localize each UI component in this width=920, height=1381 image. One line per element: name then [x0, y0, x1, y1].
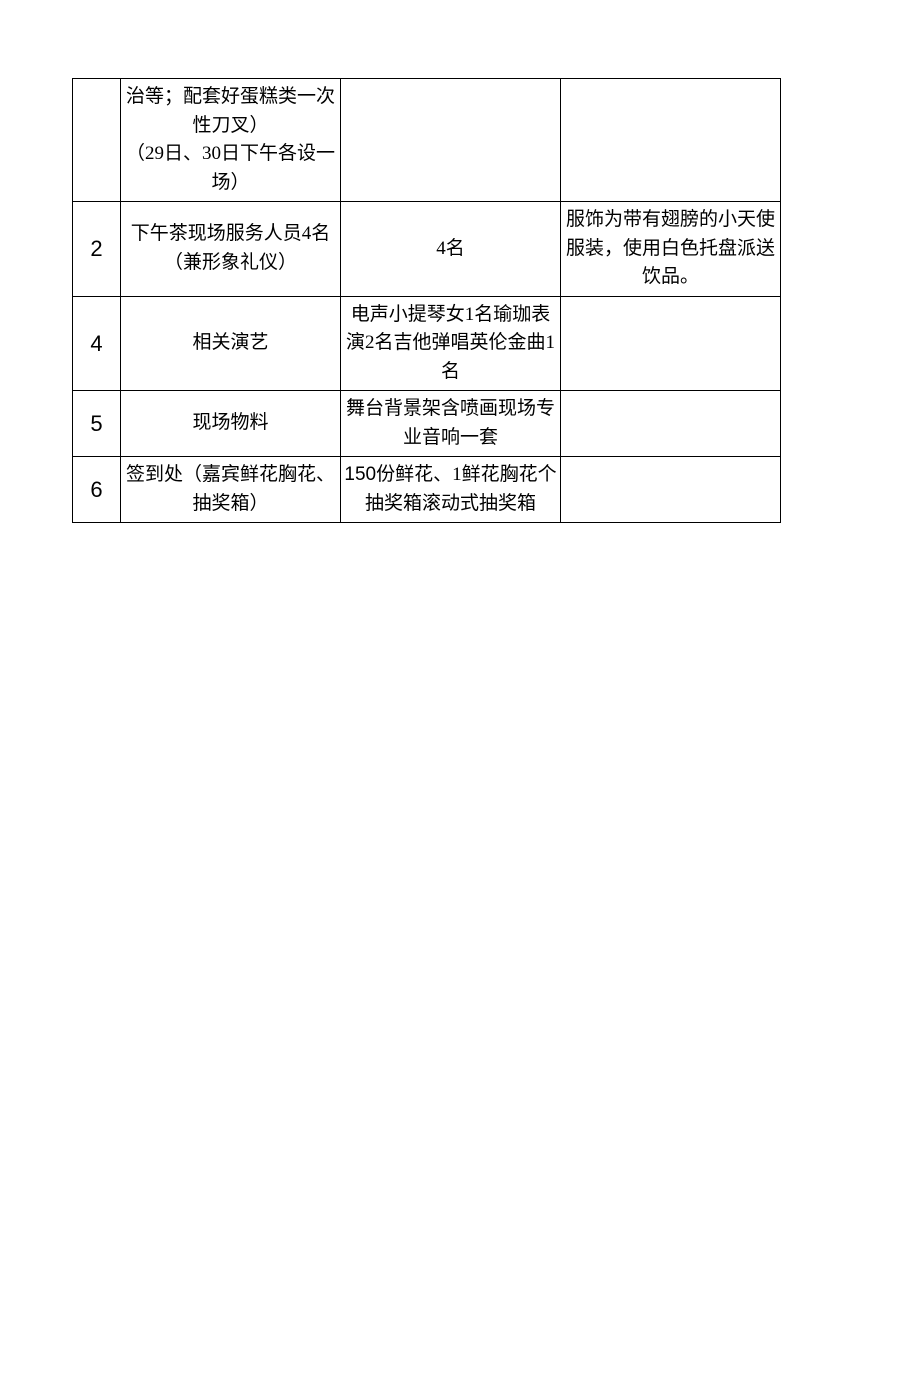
items-table: 治等；配套好蛋糕类一次性刀叉） （29日、30日下午各设一场） 2 下午茶现场服… [72, 78, 781, 523]
desc-line: （29日、30日下午各设一场） [123, 140, 338, 197]
row-description: 现场物料 [121, 391, 341, 457]
table-row: 4 相关演艺 电声小提琴女1名瑜珈表演2名吉他弹唱英伦金曲1名 [73, 296, 781, 391]
row-spec: 舞台背景架含喷画现场专业音响一套 [341, 391, 561, 457]
row-description: 治等；配套好蛋糕类一次性刀叉） （29日、30日下午各设一场） [121, 79, 341, 202]
desc-line: 治等；配套好蛋糕类一次性刀叉） [123, 83, 338, 140]
desc-line: 相关演艺 [123, 329, 338, 358]
table-row: 5 现场物料 舞台背景架含喷画现场专业音响一套 [73, 391, 781, 457]
row-index: 6 [73, 457, 121, 523]
row-index: 2 [73, 202, 121, 297]
row-spec-text: 份鲜花、1鲜花胸花个抽奖箱滚动式抽奖箱 [365, 464, 557, 514]
row-note [561, 296, 781, 391]
row-description: 签到处（嘉宾鲜花胸花、抽奖箱） [121, 457, 341, 523]
row-spec: 150份鲜花、1鲜花胸花个抽奖箱滚动式抽奖箱 [341, 457, 561, 523]
row-index: 5 [73, 391, 121, 457]
row-index [73, 79, 121, 202]
row-spec: 4名 [341, 202, 561, 297]
desc-line: 下午茶现场服务人员4名 [123, 220, 338, 249]
table-row: 治等；配套好蛋糕类一次性刀叉） （29日、30日下午各设一场） [73, 79, 781, 202]
table-row: 2 下午茶现场服务人员4名 （兼形象礼仪） 4名 服饰为带有翅膀的小天使服装，使… [73, 202, 781, 297]
row-note [561, 79, 781, 202]
desc-line: （兼形象礼仪） [123, 249, 338, 278]
desc-line: 现场物料 [123, 409, 338, 438]
row-spec [341, 79, 561, 202]
row-note [561, 391, 781, 457]
row-description: 相关演艺 [121, 296, 341, 391]
row-description: 下午茶现场服务人员4名 （兼形象礼仪） [121, 202, 341, 297]
row-note: 服饰为带有翅膀的小天使服装，使用白色托盘派送饮品。 [561, 202, 781, 297]
desc-line: 签到处（嘉宾鲜花胸花、抽奖箱） [123, 461, 338, 518]
table-row: 6 签到处（嘉宾鲜花胸花、抽奖箱） 150份鲜花、1鲜花胸花个抽奖箱滚动式抽奖箱 [73, 457, 781, 523]
row-index: 4 [73, 296, 121, 391]
row-spec: 电声小提琴女1名瑜珈表演2名吉他弹唱英伦金曲1名 [341, 296, 561, 391]
row-note [561, 457, 781, 523]
